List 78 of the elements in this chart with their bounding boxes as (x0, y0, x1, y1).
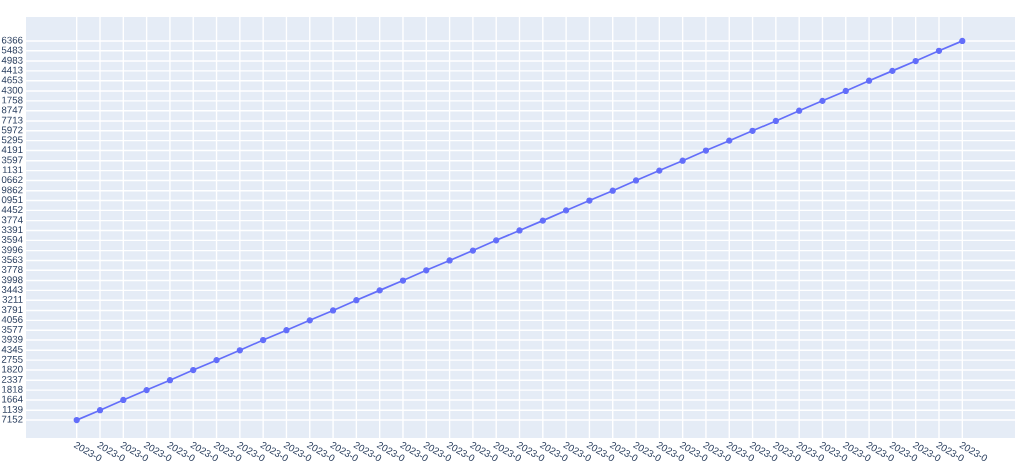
text: 3391 (1, 226, 23, 234)
text: 1758 (2, 96, 23, 104)
point (935, 47, 943, 54)
point (73, 416, 80, 424)
text: 3791 (1, 306, 23, 314)
text: 3211 (2, 295, 23, 303)
text: 1818 (2, 385, 23, 393)
point (493, 237, 500, 244)
point (865, 77, 873, 84)
point (819, 97, 826, 104)
text: 3939 (1, 335, 23, 343)
point (842, 87, 849, 95)
point (120, 396, 127, 404)
point (632, 177, 640, 184)
point (213, 357, 220, 364)
point (889, 67, 896, 75)
point (562, 207, 570, 214)
point (306, 317, 313, 324)
point (353, 297, 360, 304)
text: 4413 (1, 66, 23, 74)
point (609, 187, 616, 194)
point (166, 377, 174, 384)
text: 4983 (1, 56, 23, 64)
point (260, 336, 267, 344)
text: 7152 (1, 415, 23, 423)
text: 3996 (1, 246, 23, 254)
point (283, 327, 290, 334)
point (190, 366, 197, 374)
text: 0662 (1, 176, 23, 184)
point (96, 407, 104, 414)
point (399, 277, 407, 284)
text: 3774 (1, 216, 23, 224)
point (329, 307, 337, 314)
text: 1139 (2, 405, 23, 413)
text: 3778 (1, 266, 23, 273)
text: 4345 (1, 346, 23, 353)
text: 3998 (1, 276, 23, 284)
point (236, 347, 243, 354)
point (656, 167, 663, 174)
text: 3597 (1, 156, 23, 164)
point (423, 267, 430, 274)
point (959, 37, 966, 45)
text: 5972 (1, 126, 23, 134)
text: 0951 (1, 196, 23, 204)
point (749, 127, 756, 134)
point (679, 157, 686, 164)
text: 1131 (2, 166, 23, 174)
text: 2755 (1, 355, 23, 363)
point (702, 147, 710, 154)
text: 4191 (1, 146, 23, 154)
text: 2337 (1, 375, 23, 383)
text: 1664 (2, 395, 23, 403)
text: 1820 (2, 365, 23, 373)
text: 3443 (1, 286, 23, 293)
text: 8747 (1, 106, 23, 114)
point (516, 227, 523, 234)
text: 3577 (1, 325, 23, 333)
text: 5295 (1, 136, 23, 144)
point (446, 257, 453, 264)
point (772, 117, 779, 125)
point (726, 137, 733, 144)
point (912, 57, 919, 65)
point (376, 287, 383, 294)
point (143, 386, 150, 394)
text: 4300 (1, 86, 23, 94)
text: 9862 (1, 186, 23, 194)
text: 3594 (1, 236, 23, 243)
point (469, 247, 477, 254)
text: 6366 (1, 36, 23, 44)
point (586, 197, 593, 204)
point (539, 217, 546, 224)
text: 4452 (1, 206, 23, 214)
text: 3563 (1, 256, 23, 264)
point (796, 107, 803, 114)
text: 7713 (1, 116, 23, 124)
text: 4056 (1, 316, 23, 323)
text: 4653 (1, 76, 23, 84)
text: 5483 (1, 46, 23, 54)
